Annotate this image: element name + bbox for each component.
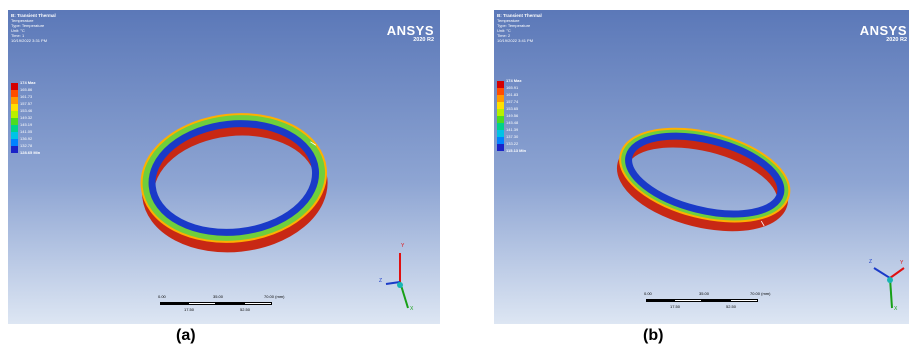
scale-segment [160,302,188,305]
legend-swatch [497,81,504,88]
scale-segment [730,299,758,302]
triad-z-label: Z [379,278,383,284]
viewport-b[interactable]: B: Transient Thermal Temperature Type: T… [494,10,909,324]
legend-swatch [11,125,18,132]
legend-max: 174 Max [20,80,36,85]
z-axis-icon [385,281,401,285]
legend-swatch [11,146,18,153]
axis-triad-b[interactable] [873,267,905,309]
legend-value: 157.57 [20,101,33,106]
scale-segment [674,299,702,302]
legend-value: 153.46 [20,108,33,113]
model-render-b[interactable] [494,10,909,324]
legend-swatch [497,144,504,151]
result-info-a: B: Transient Thermal Temperature Type: T… [11,13,56,43]
scale-bar-a: 0.00 35.00 70.00 (mm) 17.50 52.50 [158,294,285,312]
result-type: Type: Temperature [11,23,45,28]
legend-value: 161.83 [506,92,519,97]
result-info-b: B: Transient Thermal Temperature Type: T… [497,13,542,43]
legend-value: 136.92 [20,136,33,141]
legend-value: 133.22 [506,141,519,146]
legend-swatch [497,123,504,130]
triad-origin-icon [397,282,403,288]
scale-segment [188,302,216,305]
result-name: Temperature [497,18,520,23]
ring-model[interactable] [614,118,794,240]
scale-segment [646,299,674,302]
ring-inner-surface [625,132,785,218]
result-name: Temperature [11,18,34,23]
legend-swatch [11,139,18,146]
triad-y-label: Y [401,243,405,249]
legend-value: 157.74 [506,99,519,104]
ring-top-band [142,115,326,241]
legend-swatch [11,97,18,104]
legend-swatch [497,88,504,95]
triad-origin-icon [887,277,893,283]
x-axis-icon [889,277,893,309]
legend-value: 132.78 [20,143,33,148]
viewport-a[interactable]: B: Transient Thermal Temperature Type: T… [8,10,440,324]
legend-swatch [497,95,504,102]
legend-value: 145.19 [20,122,33,127]
legend-swatch [11,132,18,139]
legend-max: 174 Max [506,78,522,83]
z-axis-icon [873,267,891,279]
caption-b: (b) [643,327,664,344]
legend-value: 165.91 [506,85,519,90]
result-unit: Unit: °C [11,28,25,33]
triad-x-label: X [410,306,414,312]
ring-seam [310,141,317,146]
ring-model[interactable] [140,111,328,254]
result-unit: Unit: °C [497,28,511,33]
legend-swatch [11,111,18,118]
result-type: Type: Temperature [497,23,531,28]
legend-swatch [497,109,504,116]
legend-swatch [497,116,504,123]
ring-seam [760,220,765,227]
legend-swatch [11,104,18,111]
triad-z-label: Z [869,259,873,265]
legend-value: 145.48 [506,120,519,125]
result-date: 10/19/2022 3:31 PM [11,38,48,43]
caption-a: (a) [176,327,196,344]
legend-value: 141.39 [506,127,519,132]
legend-min: 115.13 Min [506,148,527,153]
legend-value: 141.05 [20,129,33,134]
triad-x-label: X [894,306,898,312]
ring-inner-surface [148,120,320,236]
analysis-title: B: Transient Thermal [497,13,542,18]
legend-min: 128.65 Min [20,150,41,155]
legend-swatch [497,130,504,137]
legend-value: 149.56 [506,113,519,118]
legend-swatch [497,102,504,109]
result-time: Time: 2 [497,33,511,38]
scale-segment [216,302,244,305]
legend-value: 153.65 [506,106,519,111]
triad-y-label: Y [900,260,904,266]
legend-swatch [11,118,18,125]
result-time: Time: 1 [11,33,25,38]
ansys-logo-a: ANSYS 2020 R2 [386,23,434,43]
scale-bar-b: 0.00 35.00 70.00 (mm) 17.50 52.50 [644,291,771,309]
axis-triad-a[interactable] [385,253,409,309]
legend-swatch [497,137,504,144]
legend-value: 161.73 [20,94,33,99]
analysis-title: B: Transient Thermal [11,13,56,18]
ansys-logo-b: ANSYS 2020 R2 [859,23,907,43]
model-render-a[interactable] [8,10,440,324]
legend-swatch [11,83,18,90]
legend-value: 165.86 [20,87,33,92]
legend-swatch [11,90,18,97]
scale-segment [702,299,730,302]
y-axis-icon [889,267,905,279]
result-date: 10/19/2022 3:41 PM [497,38,534,43]
legend-value: 137.30 [506,134,519,139]
legend-value: 149.32 [20,115,33,120]
scale-segment [244,302,272,305]
